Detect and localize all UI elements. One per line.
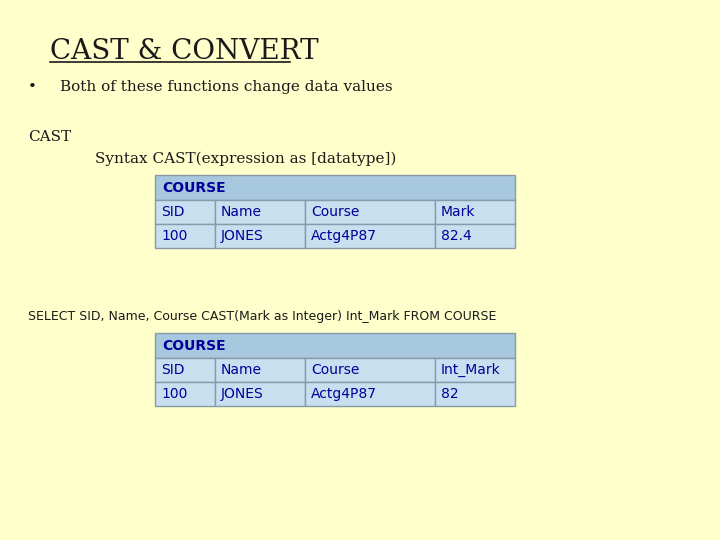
Text: Both of these functions change data values: Both of these functions change data valu… xyxy=(60,80,392,94)
Bar xyxy=(155,175,515,200)
Bar xyxy=(215,382,305,406)
Text: COURSE: COURSE xyxy=(162,180,225,194)
Text: JONES: JONES xyxy=(221,387,264,401)
Bar xyxy=(155,382,215,406)
Bar xyxy=(435,382,515,406)
Bar xyxy=(435,224,515,248)
Text: SID: SID xyxy=(161,363,184,377)
Bar xyxy=(215,224,305,248)
Text: 82: 82 xyxy=(441,387,459,401)
Text: 100: 100 xyxy=(161,387,187,401)
Text: Syntax CAST(expression as [datatype]): Syntax CAST(expression as [datatype]) xyxy=(95,152,397,166)
Text: SID: SID xyxy=(161,205,184,219)
Text: Int_Mark: Int_Mark xyxy=(441,363,500,377)
Text: 82.4: 82.4 xyxy=(441,229,472,243)
Text: Course: Course xyxy=(311,363,359,377)
Text: Course: Course xyxy=(311,205,359,219)
Bar xyxy=(305,224,435,248)
Text: Actg4P87: Actg4P87 xyxy=(311,229,377,243)
Text: Name: Name xyxy=(221,205,262,219)
Bar xyxy=(305,358,435,382)
Text: CAST: CAST xyxy=(28,130,71,144)
Bar xyxy=(435,200,515,224)
Text: CAST & CONVERT: CAST & CONVERT xyxy=(50,38,319,65)
Text: Name: Name xyxy=(221,363,262,377)
Text: JONES: JONES xyxy=(221,229,264,243)
Text: COURSE: COURSE xyxy=(162,339,225,353)
Text: •: • xyxy=(28,80,37,94)
Text: Actg4P87: Actg4P87 xyxy=(311,387,377,401)
Text: Mark: Mark xyxy=(441,205,475,219)
Bar xyxy=(435,358,515,382)
Bar xyxy=(155,200,215,224)
Bar xyxy=(305,200,435,224)
Text: 100: 100 xyxy=(161,229,187,243)
Text: SELECT SID, Name, Course CAST(Mark as Integer) Int_Mark FROM COURSE: SELECT SID, Name, Course CAST(Mark as In… xyxy=(28,310,496,323)
Bar xyxy=(155,333,515,358)
Bar xyxy=(155,224,215,248)
Bar xyxy=(215,200,305,224)
Bar xyxy=(305,382,435,406)
Bar xyxy=(155,358,215,382)
Bar xyxy=(215,358,305,382)
